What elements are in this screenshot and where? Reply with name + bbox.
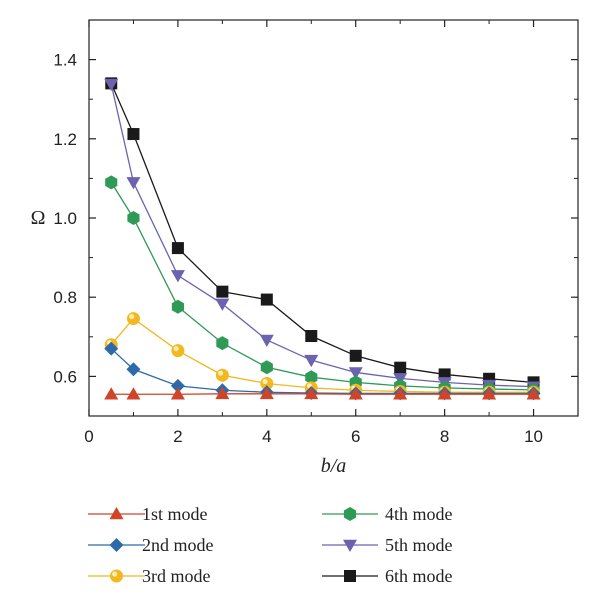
y-tick-label: 1.0 xyxy=(53,209,77,228)
data-point xyxy=(104,341,119,356)
plot-frame xyxy=(88,19,579,417)
data-point xyxy=(126,362,141,377)
legend-label: 6th mode xyxy=(385,566,453,586)
data-point xyxy=(437,387,452,400)
legend-label: 5th mode xyxy=(385,535,453,555)
legend-item: 2nd mode xyxy=(88,535,214,555)
legend-marker xyxy=(343,539,357,552)
data-point xyxy=(526,387,541,400)
legend-marker xyxy=(110,569,123,583)
data-point xyxy=(104,387,119,400)
data-point xyxy=(304,386,319,400)
data-point xyxy=(126,312,140,326)
data-point xyxy=(171,344,185,358)
data-point xyxy=(259,386,274,400)
series-1 xyxy=(104,386,541,400)
x-tick-label: 2 xyxy=(173,427,182,446)
x-tick-label: 6 xyxy=(351,427,360,446)
x-tick-label: 4 xyxy=(262,427,271,446)
data-point xyxy=(171,242,184,255)
data-point xyxy=(259,334,274,347)
y-tick-label: 1.2 xyxy=(53,130,77,149)
y-axis-label: Ω xyxy=(31,207,46,229)
legend: 1st mode 2nd mode 3rd mode 4th mode 5th mode… xyxy=(88,504,453,586)
data-point xyxy=(348,367,363,380)
legend-label: 2nd mode xyxy=(142,535,214,555)
data-point xyxy=(393,387,408,400)
y-tick-label: 1.4 xyxy=(53,51,77,70)
data-point xyxy=(171,299,184,314)
data-point xyxy=(216,336,229,351)
axes: 0 2 4 6 8 10 0.6 0.8 1.0 1.2 1.4 b/a Ω xyxy=(31,19,579,477)
data-point xyxy=(215,368,229,382)
data-point xyxy=(170,270,185,283)
legend-item: 5th mode xyxy=(322,535,453,555)
data-point xyxy=(394,361,407,374)
data-point xyxy=(349,349,362,362)
data-point xyxy=(305,370,318,385)
data-point xyxy=(215,386,230,400)
legend-item: 3rd mode xyxy=(88,566,210,586)
legend-marker xyxy=(109,538,124,552)
data-point xyxy=(260,360,273,375)
legend-item: 4th mode xyxy=(322,504,453,524)
x-axis-label: b/a xyxy=(321,455,347,477)
series-line xyxy=(110,83,534,383)
data-point xyxy=(260,293,273,306)
data-point xyxy=(105,175,118,190)
x-tick-label: 8 xyxy=(440,427,449,446)
data-point xyxy=(170,387,185,400)
data-point xyxy=(260,377,274,391)
data-point xyxy=(126,177,141,190)
data-point xyxy=(216,285,229,298)
legend-label: 3rd mode xyxy=(142,566,210,586)
legend-item: 1st mode xyxy=(88,504,208,524)
series-line xyxy=(110,182,534,391)
data-point xyxy=(126,387,141,400)
legend-label: 4th mode xyxy=(385,504,453,524)
x-tick-label: 0 xyxy=(84,427,93,446)
data-point xyxy=(482,387,497,400)
legend-marker xyxy=(344,570,356,582)
legend-label: 1st mode xyxy=(142,504,208,524)
x-tick-label: 10 xyxy=(524,427,543,446)
legend-item: 6th mode xyxy=(322,566,453,586)
data-point xyxy=(304,354,319,368)
legend-marker xyxy=(343,507,357,521)
y-tick-label: 0.6 xyxy=(53,367,77,386)
legend-marker xyxy=(109,507,124,520)
y-tick-label: 0.8 xyxy=(53,288,77,307)
data-point xyxy=(127,211,140,225)
series-6 xyxy=(105,77,540,389)
data-point xyxy=(215,298,230,311)
plot-area xyxy=(104,77,541,401)
data-point xyxy=(127,128,140,141)
series-3 xyxy=(104,312,541,399)
data-point xyxy=(170,378,185,393)
series-5 xyxy=(104,78,541,394)
data-point xyxy=(305,330,318,343)
data-point xyxy=(348,387,363,400)
data-point xyxy=(104,78,119,92)
